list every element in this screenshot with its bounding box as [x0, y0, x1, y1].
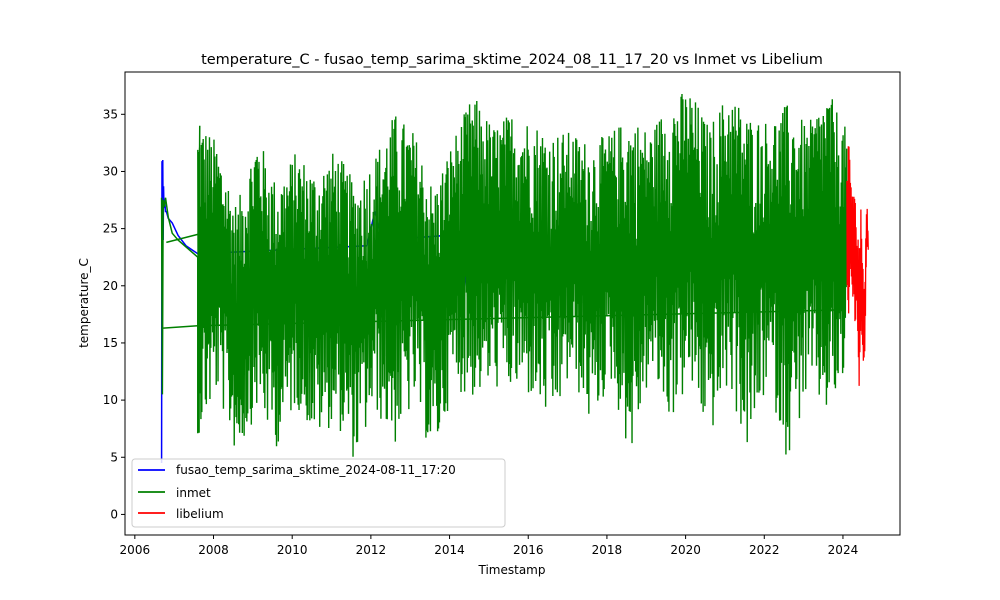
x-tick-label: 2014: [434, 543, 465, 557]
series-libelium-line: [846, 146, 869, 386]
x-tick-label: 2008: [198, 543, 229, 557]
y-tick-label: 25: [103, 222, 118, 236]
legend-label-inmet: inmet: [176, 486, 211, 500]
y-tick-label: 35: [103, 107, 118, 121]
x-tick-label: 2020: [670, 543, 701, 557]
x-tick-label: 2010: [277, 543, 308, 557]
plot-area-frame: [124, 71, 901, 536]
x-tick-label: 2012: [356, 543, 387, 557]
series-libelium: [846, 146, 869, 386]
x-axis-title: Timestamp: [478, 563, 546, 577]
legend-label-libelium: libelium: [176, 507, 224, 521]
x-tick-label: 2006: [120, 543, 151, 557]
y-tick-label: 20: [103, 279, 118, 293]
x-tick-label: 2022: [749, 543, 780, 557]
y-tick-label: 10: [103, 393, 118, 407]
series-inmet-band: [197, 93, 848, 457]
y-axis: 0 5 10 15 20 25 30 35: [103, 107, 125, 521]
chart-title: temperature_C - fusao_temp_sarima_sktime…: [201, 52, 823, 68]
series-inmet-connector-0: [163, 325, 198, 329]
legend-frame: [131, 458, 506, 528]
y-axis-title: temperature_C: [77, 258, 91, 348]
series-layer: [160, 93, 869, 463]
y-tick-label: 30: [103, 164, 118, 178]
x-tick-label: 2018: [592, 543, 623, 557]
legend-label-fusao: fusao_temp_sarima_sktime_2024-08-11_17:2…: [176, 463, 456, 477]
legend: fusao_temp_sarima_sktime_2024-08-11_17:2…: [131, 458, 506, 528]
y-tick-label: 15: [103, 336, 118, 350]
x-tick-label: 2024: [828, 543, 859, 557]
y-tick-label: 0: [110, 507, 118, 521]
y-tick-label: 5: [110, 450, 118, 464]
x-axis: 2006 2008 2010 2012 2014 2016 2018 2020 2022 2024: [120, 535, 859, 557]
series-inmet-connector-2: [166, 233, 198, 244]
x-tick-label: 2016: [513, 543, 544, 557]
series-inmet: [160, 93, 848, 457]
